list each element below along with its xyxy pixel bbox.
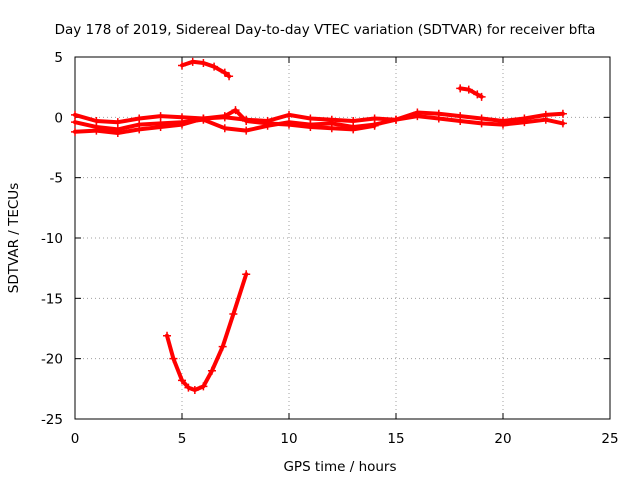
data-point — [218, 342, 227, 351]
grid-lines — [75, 57, 610, 419]
x-tick-label: 0 — [71, 431, 80, 447]
data-point — [434, 114, 443, 123]
data-point — [156, 112, 165, 121]
x-tick-label: 15 — [387, 431, 404, 447]
y-tick-label: -10 — [41, 231, 63, 247]
y-tick-label: 5 — [54, 50, 63, 66]
data-point — [210, 62, 219, 71]
y-tick-label: -5 — [50, 171, 63, 187]
x-tick-label: 5 — [178, 431, 187, 447]
data-point — [520, 118, 529, 127]
data-point — [370, 121, 379, 130]
data-point — [558, 119, 567, 128]
data-point — [220, 124, 229, 133]
data-point — [113, 118, 122, 127]
data-point — [477, 119, 486, 128]
data-point — [199, 59, 208, 68]
data-point — [242, 126, 251, 135]
y-tick-label: -20 — [41, 352, 63, 368]
data-point — [464, 85, 473, 94]
y-axis-label: SDTVAR / TECUs — [6, 183, 22, 293]
y-tick-label: -25 — [41, 412, 63, 428]
series-sat-a — [73, 110, 565, 125]
data-point — [71, 127, 79, 136]
data-point — [188, 57, 197, 66]
data-point — [163, 331, 172, 340]
data-point — [306, 122, 315, 131]
data-point — [225, 72, 234, 81]
axis-ticks: 0 5 10 15 20 25 5 0 -5 -10 -15 -20 -25 — [41, 50, 619, 447]
series-sat-f — [165, 272, 249, 392]
data-point — [477, 92, 486, 101]
data-point — [327, 124, 336, 133]
data-point — [541, 115, 550, 124]
data-point — [242, 116, 251, 125]
data-point — [285, 120, 293, 129]
data-point — [135, 125, 144, 134]
data-point — [178, 376, 186, 385]
data-point — [71, 118, 79, 127]
data-point — [413, 112, 422, 121]
data-point — [499, 120, 507, 129]
data-point — [220, 112, 229, 121]
data-point — [558, 109, 567, 118]
data-point — [473, 90, 482, 99]
data-point — [178, 61, 186, 70]
data-point — [199, 382, 208, 391]
x-tick-label: 25 — [601, 431, 618, 447]
y-tick-label: -15 — [41, 291, 63, 307]
data-point — [207, 366, 216, 375]
data-point — [184, 383, 193, 392]
data-point — [190, 386, 199, 395]
data-point — [349, 125, 358, 134]
chart-title: Day 178 of 2019, Sidereal Day-to-day VTE… — [55, 22, 596, 38]
data-point — [178, 120, 186, 129]
data-point — [199, 114, 208, 123]
data-point — [156, 122, 165, 131]
x-tick-label: 20 — [494, 431, 511, 447]
data-point — [71, 110, 79, 119]
data-point — [92, 126, 101, 135]
y-tick-label: 0 — [54, 110, 63, 126]
data-point — [113, 129, 122, 138]
data-point — [229, 310, 238, 319]
data-point — [220, 68, 229, 77]
series-sat-d — [180, 59, 232, 79]
series-sat-e — [458, 86, 484, 99]
data-point — [169, 354, 178, 363]
data-point — [392, 115, 400, 124]
x-tick-label: 10 — [280, 431, 297, 447]
data-point — [242, 270, 251, 279]
data-point — [263, 119, 272, 128]
data-point — [285, 110, 293, 119]
x-axis-label: GPS time / hours — [283, 459, 396, 475]
data-series — [71, 57, 567, 395]
data-point — [231, 106, 240, 115]
series-sat-c — [73, 108, 377, 135]
data-point — [456, 116, 465, 125]
data-point — [456, 84, 465, 93]
